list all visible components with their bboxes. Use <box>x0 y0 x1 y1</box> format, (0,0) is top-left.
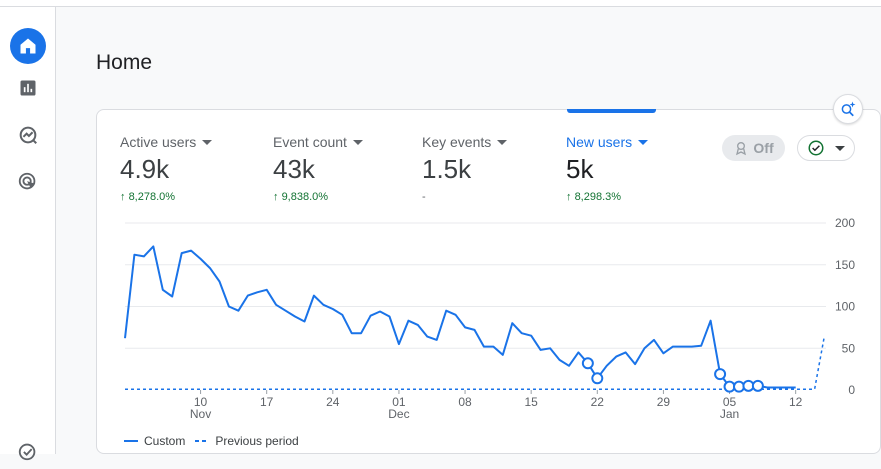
arrow-up-icon: ↑ <box>120 191 126 203</box>
chart-gridlines <box>125 222 826 349</box>
metric-change-text: 8,298.3% <box>574 191 622 203</box>
home-icon <box>20 38 36 54</box>
x-tick-label: 22 <box>591 395 605 409</box>
top-bar <box>0 0 881 7</box>
metrics-card: Active users 4.9k ↑ 8,278.0% Event count… <box>96 109 881 454</box>
chevron-down-icon <box>352 139 363 145</box>
anomaly-point[interactable] <box>751 379 764 392</box>
metric-value: 43k <box>273 154 315 184</box>
metric-label-text: Event count <box>273 134 347 150</box>
page-title: Home <box>96 51 153 74</box>
metric-label[interactable]: Key events <box>422 134 508 150</box>
nav-reports-button[interactable] <box>10 70 46 106</box>
nav-home-button[interactable] <box>10 28 46 64</box>
chevron-down-icon <box>835 145 845 151</box>
x-tick-label: 24 <box>326 395 340 409</box>
anomaly-point[interactable] <box>581 357 594 370</box>
metric-value: 4.9k <box>120 154 170 184</box>
legend-item-custom[interactable]: Custom <box>124 434 185 448</box>
legend-solid-line-icon <box>124 440 138 442</box>
metric-change: - <box>422 191 426 203</box>
search-sparkle-icon <box>841 101 856 117</box>
insights-button[interactable] <box>833 94 863 124</box>
status-dropdown[interactable] <box>797 135 855 161</box>
chevron-down-icon <box>497 139 508 145</box>
nav-configure-button[interactable] <box>10 433 46 469</box>
y-tick-label: 150 <box>835 258 855 272</box>
x-tick-label: 15 <box>524 395 538 409</box>
x-tick-label: 17 <box>260 395 274 409</box>
metric-change-text: 9,838.0% <box>281 191 329 203</box>
metric-new-users[interactable]: New users 5k ↑ 8,298.3% <box>566 134 649 203</box>
series-line-custom <box>124 245 796 389</box>
metric-label-text: New users <box>566 134 633 150</box>
anomaly-point[interactable] <box>714 368 727 381</box>
y-tick-label: 50 <box>842 341 856 355</box>
anomaly-point[interactable] <box>591 372 604 385</box>
chevron-down-icon <box>202 139 213 145</box>
metric-active-users[interactable]: Active users 4.9k ↑ 8,278.0% <box>120 134 213 203</box>
chevron-down-icon <box>638 139 649 145</box>
arrow-up-icon: ↑ <box>273 191 279 203</box>
configure-icon <box>18 443 36 461</box>
arrow-up-icon: ↑ <box>566 191 572 203</box>
chart-series <box>124 245 825 390</box>
x-tick-label: 01 <box>392 395 406 409</box>
advertising-icon <box>18 172 36 190</box>
badge-off-toggle[interactable]: Off <box>722 135 785 161</box>
metric-event-count[interactable]: Event count 43k ↑ 9,838.0% <box>273 134 363 203</box>
y-tick-label: 200 <box>835 216 855 230</box>
off-toggle-label: Off <box>753 140 774 156</box>
metric-label[interactable]: Active users <box>120 134 213 150</box>
check-circle-icon <box>808 140 824 156</box>
metric-label[interactable]: New users <box>566 134 649 150</box>
legend-item-previous-period[interactable]: Previous period <box>195 434 299 448</box>
anomaly-markers <box>581 357 764 393</box>
x-tick-label: 05 <box>723 395 737 409</box>
anomaly-point[interactable] <box>732 380 745 393</box>
x-tick-label: 08 <box>458 395 472 409</box>
legend-dashed-line-icon <box>195 440 210 442</box>
y-tick-label: 100 <box>835 300 855 314</box>
x-tick-label: 12 <box>789 395 803 409</box>
x-tick-month-label: Jan <box>720 407 739 421</box>
metric-value: 1.5k <box>422 154 472 184</box>
x-tick-label: 10 <box>194 395 208 409</box>
chart-legend: Custom Previous period <box>124 434 299 448</box>
metric-change: ↑ 8,298.3% <box>566 191 648 203</box>
x-tick-month-label: Dec <box>388 407 409 421</box>
y-tick-label: 0 <box>848 383 855 397</box>
x-tick-label: 29 <box>657 395 671 409</box>
selected-tab-indicator <box>567 109 656 113</box>
sidebar <box>0 7 56 461</box>
reports-icon <box>20 80 36 96</box>
metric-label-text: Active users <box>120 134 197 150</box>
explore-icon <box>19 126 37 144</box>
legend-label: Previous period <box>215 434 299 448</box>
metric-label-text: Key events <box>422 134 492 150</box>
award-icon <box>736 142 747 156</box>
nav-explore-button[interactable] <box>10 117 46 153</box>
x-tick-month-label: Nov <box>190 407 211 421</box>
metric-change-text: 8,278.0% <box>128 191 176 203</box>
metric-key-events[interactable]: Key events 1.5k - <box>422 134 508 203</box>
metric-change: ↑ 9,838.0% <box>273 191 363 203</box>
legend-label: Custom <box>144 434 186 448</box>
metric-value: 5k <box>566 154 594 184</box>
metric-change: ↑ 8,278.0% <box>120 191 212 203</box>
series-line-previous-period <box>125 338 825 390</box>
metric-label[interactable]: Event count <box>273 134 363 150</box>
nav-advertising-button[interactable] <box>10 164 46 200</box>
y-axis-ticks: 0 50 100 150 200 <box>835 216 855 397</box>
